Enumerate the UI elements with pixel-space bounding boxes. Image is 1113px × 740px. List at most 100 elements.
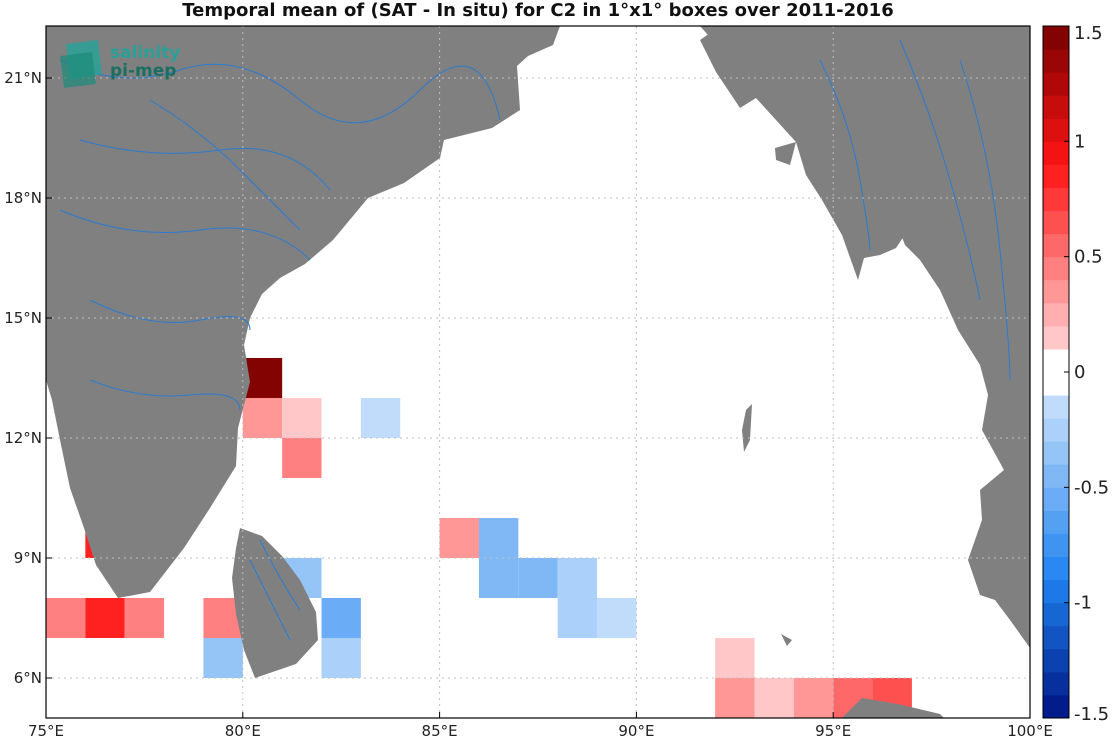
heatmap-cell xyxy=(203,638,243,678)
colorbar-bin xyxy=(1043,418,1069,442)
x-axis: 75°E 80°E 85°E 90°E 95°E 100°E xyxy=(28,712,1053,740)
colorbar-bin xyxy=(1043,95,1069,119)
colorbar-bin xyxy=(1043,487,1069,511)
colorbar-bin xyxy=(1043,164,1069,188)
heatmap-cell xyxy=(360,398,401,438)
colorbar-bin xyxy=(1043,694,1069,719)
heatmap-cell xyxy=(46,598,86,638)
land-layer xyxy=(46,26,1030,718)
salinity-pi-mep-logo: salinity pi-mep xyxy=(60,40,180,88)
india-landmass xyxy=(46,26,560,598)
colorbar-bin xyxy=(1043,671,1069,696)
colorbar-bin xyxy=(1043,141,1069,165)
grid-layer xyxy=(46,26,1030,718)
colorbar-bin xyxy=(1043,395,1069,419)
y-tick-label: 15°N xyxy=(4,309,42,327)
river xyxy=(89,299,251,331)
sumatra-landmass xyxy=(842,698,944,718)
heatmap-cell xyxy=(754,678,794,718)
colorbar-tick-label: 0.5 xyxy=(1074,247,1103,268)
andaman-island xyxy=(742,404,752,452)
heatmap-cell xyxy=(558,718,597,740)
colorbar-bin xyxy=(1043,602,1069,627)
colorbar-tick-label: 1 xyxy=(1074,131,1085,152)
colorbar-bin xyxy=(1043,72,1069,96)
river xyxy=(249,559,291,641)
heatmap-cell xyxy=(478,558,519,598)
river xyxy=(59,209,311,261)
heatmap-cell xyxy=(282,718,321,740)
colorbar-bin xyxy=(1043,233,1069,258)
heatmap-cell xyxy=(557,598,598,638)
colorbar-bin xyxy=(1043,441,1069,465)
nicobar-island xyxy=(781,634,792,646)
heatmap-cell xyxy=(321,638,361,678)
x-tick-label: 90°E xyxy=(618,722,654,740)
river-layer xyxy=(59,39,1011,641)
colorbar-tick-label: -1.5 xyxy=(1074,704,1109,725)
colorbar-bin xyxy=(1043,49,1069,73)
y-axis: 6°N 9°N 12°N 15°N 18°N 21°N xyxy=(4,69,52,687)
heatmap-cell xyxy=(557,558,598,598)
logo-shape-icon xyxy=(60,52,96,88)
colorbar-bin xyxy=(1043,556,1069,581)
colorbar-bin xyxy=(1043,325,1069,350)
colorbar-bin xyxy=(1043,348,1069,373)
heatmap-cell xyxy=(282,398,322,438)
y-tick-label: 18°N xyxy=(4,189,42,207)
myanmar-landmass xyxy=(700,26,1030,648)
heatmap-cell xyxy=(597,598,637,638)
map-title: Temporal mean of (SAT - In situ) for C2 … xyxy=(182,0,894,21)
colorbar-bin xyxy=(1043,372,1069,396)
colorbar-bin xyxy=(1043,210,1069,235)
colorbar-bin xyxy=(1043,648,1069,673)
river xyxy=(899,39,981,301)
colorbar-bin xyxy=(1043,118,1069,142)
heatmap-cell xyxy=(242,398,283,438)
heatmap-cell xyxy=(282,438,322,478)
colorbar-tick-label: -0.5 xyxy=(1074,477,1109,498)
colorbar-tick-label: -1 xyxy=(1074,593,1092,614)
colorbar-bin xyxy=(1043,279,1069,304)
x-tick-label: 100°E xyxy=(1007,722,1053,740)
colorbar-bin xyxy=(1043,625,1069,650)
y-tick-label: 12°N xyxy=(4,429,42,447)
x-tick-label: 85°E xyxy=(422,722,458,740)
colorbar-tick-label: 0 xyxy=(1074,362,1085,383)
river xyxy=(79,139,331,191)
colorbar-bin xyxy=(1043,510,1069,534)
heatmap-cell xyxy=(951,718,990,740)
heatmap-cell xyxy=(478,518,519,558)
colorbar-bin xyxy=(1043,302,1069,327)
heatmap-cell xyxy=(518,558,558,598)
river xyxy=(819,59,871,251)
colorbar-bin xyxy=(1043,579,1069,604)
bengal-delta xyxy=(775,142,796,165)
river xyxy=(89,379,241,411)
y-tick-label: 9°N xyxy=(14,549,42,567)
logo-text-top: salinity xyxy=(110,43,180,63)
colorbar-bin xyxy=(1043,26,1069,50)
river xyxy=(959,59,1011,381)
heatmap-cell xyxy=(242,358,283,398)
colorbar-tick-label: 1.5 xyxy=(1074,23,1103,44)
x-tick-label: 95°E xyxy=(815,722,851,740)
x-tick-label: 75°E xyxy=(28,722,64,740)
colorbar-bin xyxy=(1043,256,1069,281)
y-tick-label: 6°N xyxy=(14,669,42,687)
colorbar-bin xyxy=(1043,464,1069,488)
india-northeast-landmass xyxy=(560,26,908,280)
heatmap-cell xyxy=(715,638,755,678)
logo-text-bottom: pi-mep xyxy=(110,61,176,81)
map-frame xyxy=(45,25,1031,719)
heatmap-cell xyxy=(124,598,165,638)
heatmap-cell xyxy=(793,678,834,718)
colorbar-bin xyxy=(1043,187,1069,212)
heatmap-cell xyxy=(873,718,912,740)
heatmap-cell xyxy=(715,678,755,718)
y-tick-label: 21°N xyxy=(4,69,42,87)
sri-lanka-landmass xyxy=(232,528,318,678)
x-tick-label: 80°E xyxy=(225,722,261,740)
river xyxy=(259,539,301,611)
